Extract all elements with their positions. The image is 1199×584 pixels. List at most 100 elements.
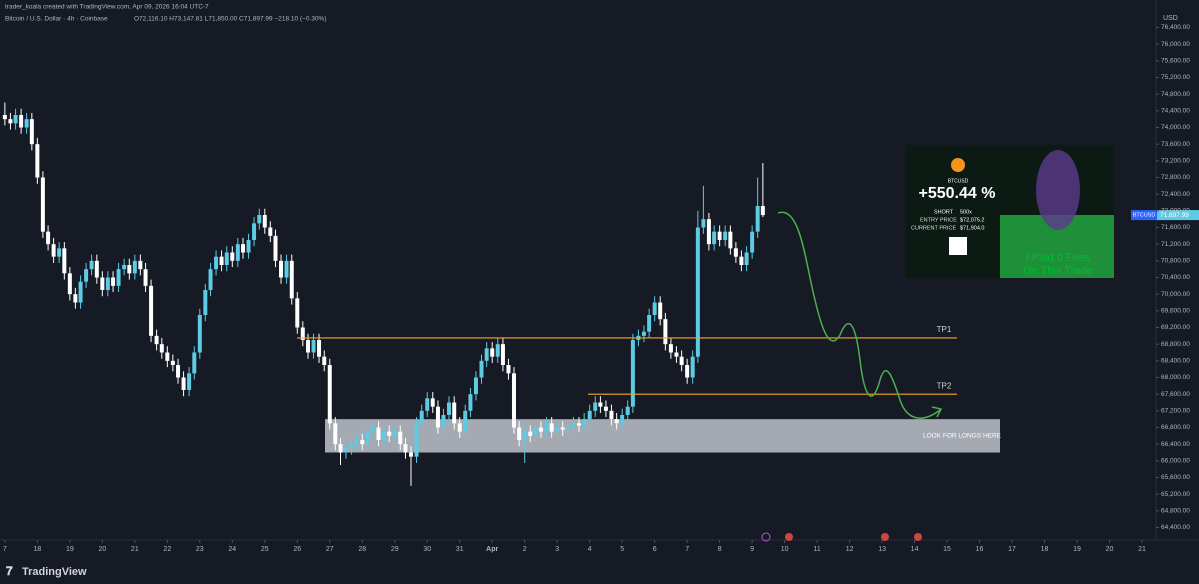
y-tick-label: 69,600.00: [1161, 308, 1190, 315]
candle-body: [284, 260, 289, 278]
y-tick-label: 70,400.00: [1161, 274, 1190, 281]
y-tick-label: 74,800.00: [1161, 91, 1190, 98]
candle-body: [360, 440, 365, 445]
ad-symbol: BTCUSD: [948, 178, 969, 184]
candle-body: [408, 452, 413, 457]
candle-body: [490, 348, 495, 357]
x-tick-label: 19: [66, 546, 74, 553]
x-tick-label: 25: [261, 546, 269, 553]
candle-body: [739, 256, 744, 265]
x-tick-label: 5: [620, 546, 624, 553]
candle-body: [143, 269, 148, 286]
y-tick-label: 76,400.00: [1161, 24, 1190, 31]
projection-curve: [777, 211, 941, 419]
candle-body: [62, 248, 67, 274]
ad-entry-label: ENTRY PRICE: [920, 217, 957, 223]
candle-body: [214, 256, 219, 270]
ad-entry: $72,075.2: [960, 217, 984, 223]
candle-body: [457, 423, 462, 432]
candle-body: [51, 244, 56, 257]
candle-body: [744, 252, 749, 265]
candle-body: [279, 260, 284, 278]
x-tick-label: 12: [846, 546, 854, 553]
ad-qr: [949, 237, 967, 255]
currency-label: USD: [1163, 15, 1178, 22]
long-zone: [325, 419, 1000, 453]
candle-body: [658, 302, 663, 320]
candle-body: [317, 340, 322, 357]
candle-body: [354, 440, 359, 445]
candle-body: [549, 423, 554, 432]
candle-body: [224, 252, 229, 265]
candle-body: [387, 431, 392, 436]
candle-body: [679, 356, 684, 365]
x-tick-label: 20: [1106, 546, 1114, 553]
candle-body: [268, 227, 273, 236]
candle-body: [219, 256, 224, 265]
candle-body: [468, 394, 473, 411]
x-tick-label: 17: [1008, 546, 1016, 553]
candle-body: [473, 377, 478, 395]
candle-body: [203, 290, 208, 315]
brand: TradingView: [22, 566, 87, 578]
ohlc-line: O72,116.10 H73,147.81 L71,850.00 C71,897…: [134, 16, 327, 23]
y-tick-label: 72,800.00: [1161, 174, 1190, 181]
x-tick-label: 24: [228, 546, 236, 553]
x-tick-label: 22: [163, 546, 171, 553]
price-tag-symbol-box: [1131, 210, 1157, 221]
candle-body: [138, 260, 143, 270]
candle-body: [322, 356, 327, 365]
x-tick-label: 18: [33, 546, 41, 553]
candle-body: [517, 427, 522, 440]
candle-body: [295, 298, 300, 328]
x-tick-label: 3: [555, 546, 559, 553]
candle-body: [398, 431, 403, 445]
candle-body: [403, 444, 408, 453]
candle-body: [67, 273, 72, 295]
y-tick-label: 68,800.00: [1161, 341, 1190, 348]
candle-body: [533, 427, 538, 436]
candle-body: [479, 360, 484, 378]
candle-body: [760, 205, 765, 216]
y-tick-label: 73,200.00: [1161, 158, 1190, 165]
y-tick-label: 67,200.00: [1161, 408, 1190, 415]
x-tick-label: 31: [456, 546, 464, 553]
candle-body: [29, 119, 34, 145]
candles-layer: [2, 102, 765, 486]
candle-body: [94, 260, 99, 278]
candle-body: [750, 231, 755, 253]
projection-arrow: [931, 406, 943, 418]
candle-body: [327, 365, 332, 424]
y-tick-label: 66,800.00: [1161, 424, 1190, 431]
candle-body: [538, 427, 543, 432]
y-tick-label: 71,200.00: [1161, 241, 1190, 248]
x-tick-label: 21: [131, 546, 139, 553]
candle-body: [165, 352, 170, 361]
y-tick-label: 65,600.00: [1161, 474, 1190, 481]
candle-body: [159, 344, 164, 353]
candle-body: [344, 448, 349, 453]
candle-body: [755, 205, 760, 232]
candle-body: [652, 302, 657, 315]
x-tick-label: 27: [326, 546, 334, 553]
candle-body: [338, 444, 343, 453]
candle-body: [176, 365, 181, 378]
candle-body: [603, 406, 608, 411]
candle-body: [235, 244, 240, 261]
y-tick-label: 67,600.00: [1161, 391, 1190, 398]
candle-body: [463, 410, 468, 432]
candle-body: [647, 315, 652, 332]
x-tick-label: 29: [391, 546, 399, 553]
candle-body: [89, 260, 94, 270]
candle-body: [300, 327, 305, 340]
x-tick-label: 9: [750, 546, 754, 553]
x-tick-label: 16: [976, 546, 984, 553]
ad-current: $71,904.0: [960, 225, 984, 231]
y-tick-label: 64,800.00: [1161, 508, 1190, 515]
x-tick-label: 6: [653, 546, 657, 553]
candle-body: [441, 415, 446, 428]
candle-body: [382, 431, 387, 440]
ad-current-label: CURRENT PRICE: [911, 225, 956, 231]
